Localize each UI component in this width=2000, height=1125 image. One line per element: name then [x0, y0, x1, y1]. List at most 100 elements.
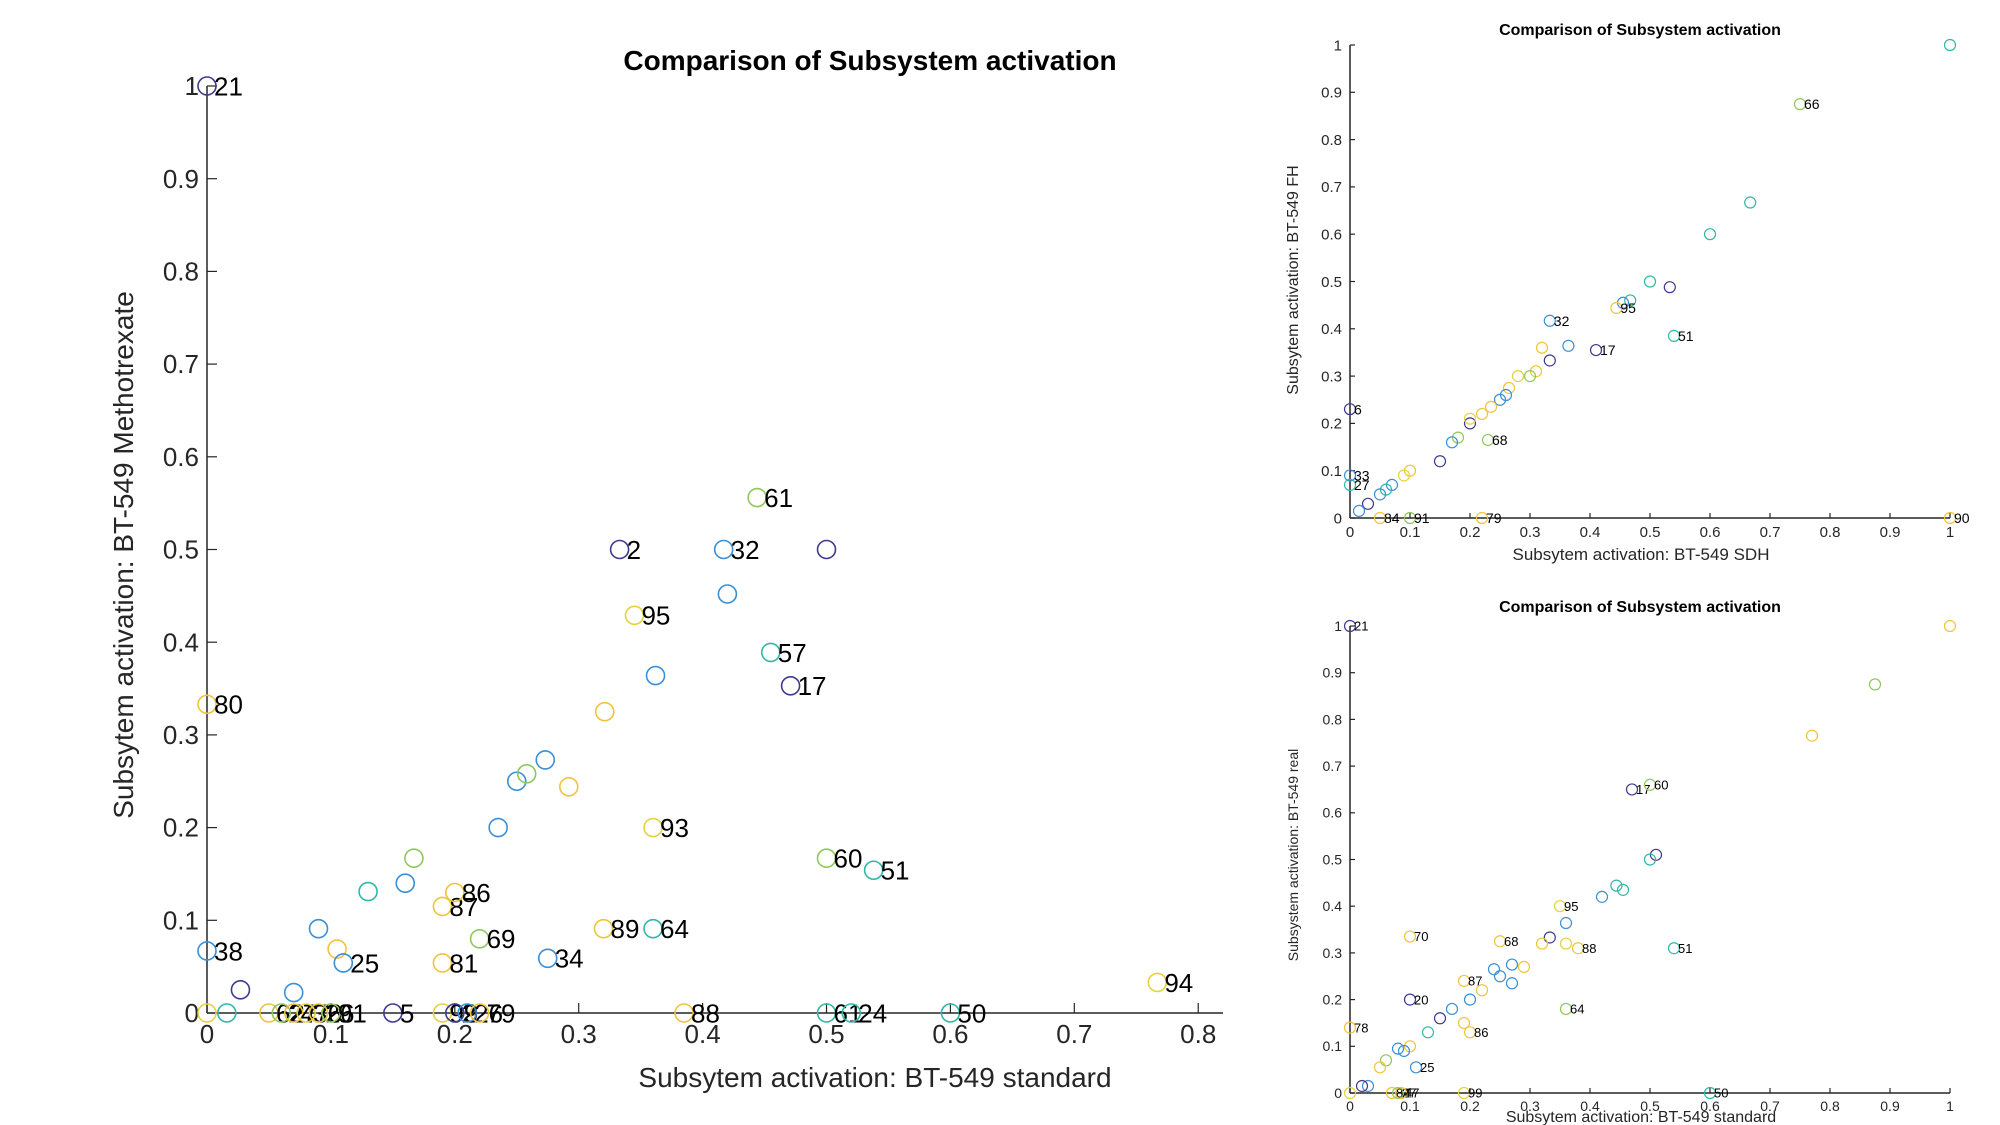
scatter-point: [1643, 275, 1657, 288]
x-tick-label: 0: [1346, 524, 1354, 541]
y-tick-label: 0.7: [1323, 758, 1343, 774]
x-tick-label: 0.8: [1820, 524, 1841, 541]
x-tick-label: 0.4: [685, 1019, 721, 1049]
scatter-point: [674, 1003, 694, 1023]
scatter-point: [1391, 1086, 1405, 1100]
scatter-point: [1559, 1002, 1573, 1016]
scatter-point: [537, 948, 558, 969]
y-tick-label: 0.8: [163, 257, 199, 287]
scatter-point: [516, 764, 537, 784]
point-label: 87: [1468, 974, 1482, 989]
scatter-point: [1793, 98, 1807, 111]
scatter-point: [841, 1003, 862, 1023]
scatter-point: [1559, 937, 1573, 950]
x-tick-label: 0.4: [1580, 1098, 1600, 1114]
point-label: 32: [1554, 313, 1570, 329]
scatter-point: [1703, 228, 1717, 241]
y-tick-label: 0.2: [1321, 416, 1342, 433]
scatter-point: [624, 605, 645, 626]
point-label: 24: [858, 998, 887, 1028]
x-tick-label: 0.2: [437, 1019, 473, 1049]
chart-2-title: Comparison of Subsystem activation: [1499, 22, 1781, 39]
scatter-point: [395, 873, 416, 894]
scatter-point: [432, 953, 453, 973]
scatter-point: [609, 539, 630, 560]
x-tick-label: 1: [1946, 524, 1954, 541]
x-tick-label: 0.8: [1820, 1098, 1840, 1114]
scatter-point: [1403, 993, 1417, 1006]
y-tick-label: 0.9: [1321, 85, 1342, 102]
scatter-point: [1493, 970, 1507, 983]
scatter-point: [1397, 469, 1411, 482]
scatter-point: [1463, 993, 1477, 1006]
x-tick-label: 0.7: [1760, 524, 1781, 541]
point-label: 95: [641, 601, 670, 631]
point-label: 2: [627, 535, 641, 565]
scatter-point: [1463, 1026, 1477, 1039]
scatter-point: [816, 539, 837, 560]
y-tick-label: 0.1: [1323, 1038, 1343, 1054]
point-label: 32: [731, 535, 760, 565]
x-tick-label: 0.5: [808, 1019, 844, 1049]
x-tick-label: 0.3: [1520, 524, 1541, 541]
scatter-point: [1394, 1086, 1408, 1100]
point-label: 61: [764, 483, 793, 513]
scatter-point: [259, 1003, 279, 1023]
point-label: 64: [1570, 1002, 1584, 1017]
scatter-point: [283, 1003, 304, 1023]
scatter-point: [1475, 511, 1489, 525]
y-tick-label: 0.5: [1323, 851, 1343, 867]
scatter-point: [1343, 478, 1357, 491]
x-tick-label: 1: [1946, 1098, 1954, 1114]
scatter-point: [197, 76, 217, 96]
scatter-point: [358, 881, 378, 902]
point-label: 99: [1468, 1086, 1482, 1101]
scatter-point: [1385, 1086, 1399, 1100]
scatter-point: [1475, 984, 1489, 997]
y-tick-label: 0.1: [1321, 463, 1342, 480]
point-label: 86: [1474, 1025, 1488, 1040]
scatter-point: [1535, 341, 1549, 354]
point-label: 60: [834, 844, 863, 874]
point-label: 51: [881, 856, 910, 886]
point-label: 34: [555, 944, 584, 974]
point-label: 50: [1714, 1086, 1728, 1101]
y-tick-label: 0.7: [1321, 179, 1342, 196]
scatter-point: [1543, 314, 1556, 327]
y-tick-label: 0: [1334, 510, 1342, 527]
scatter-point: [1616, 883, 1630, 896]
point-label: 6: [1354, 401, 1362, 417]
scatter-point: [1343, 403, 1357, 416]
scatter-point: [1484, 400, 1498, 413]
point-label: 64: [660, 914, 689, 944]
scatter-point: [1361, 1079, 1375, 1093]
scatter-point: [1379, 1054, 1393, 1067]
scatter-point: [1625, 783, 1639, 796]
scatter-point: [197, 941, 217, 961]
point-label: 17: [798, 671, 827, 701]
scatter-point: [1463, 412, 1477, 425]
scatter-point: [1943, 38, 1957, 52]
point-label: 20: [1414, 992, 1428, 1007]
scatter-point: [1868, 678, 1882, 691]
scatter-point: [308, 1003, 329, 1023]
point-label: 66: [1804, 96, 1820, 112]
y-tick-label: 0.5: [163, 535, 199, 565]
scatter-point: [1543, 931, 1556, 944]
scatter-point: [558, 777, 579, 797]
scatter-point: [645, 665, 666, 686]
y-tick-label: 0.7: [163, 349, 199, 379]
point-label: 90: [1954, 510, 1970, 526]
chart-3-xlabel: Subsytem activation: BT-549 standard: [1506, 1109, 1776, 1125]
scatter-point: [1667, 942, 1681, 955]
x-tick-label: 0.6: [932, 1019, 968, 1049]
scatter-point: [404, 848, 424, 868]
point-label: 21: [214, 71, 243, 101]
x-tick-label: 0.5: [1640, 524, 1661, 541]
scatter-point: [1511, 370, 1525, 383]
x-tick-label: 0.2: [1460, 1098, 1480, 1114]
x-tick-label: 0.1: [1400, 1098, 1420, 1114]
scatter-point: [469, 929, 490, 949]
scatter-point: [1943, 511, 1957, 525]
